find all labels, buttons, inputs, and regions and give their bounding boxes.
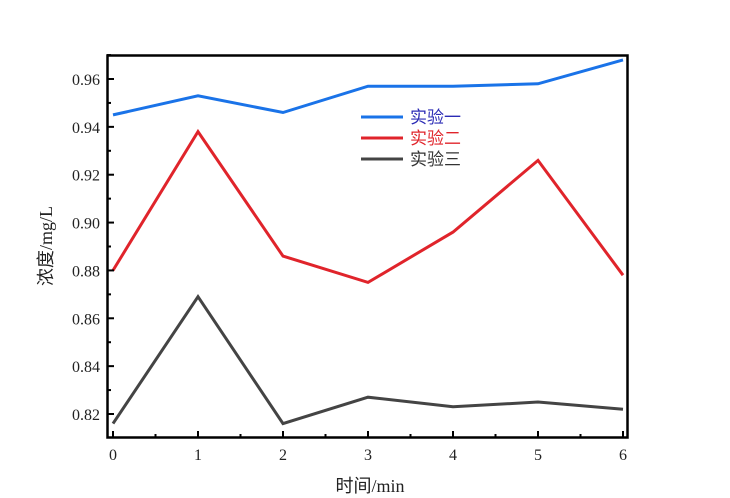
x-axis: 0 1 2 3 4 5 6 <box>109 431 627 464</box>
legend-label-2: 实验二 <box>410 129 461 148</box>
x-tick-label: 4 <box>449 447 457 464</box>
series-line-3 <box>111 294 624 426</box>
series-line-2 <box>111 128 625 285</box>
x-axis-title: 时间/min <box>335 476 404 496</box>
x-tick-label: 2 <box>279 447 287 464</box>
x-tick-label: 5 <box>534 447 542 464</box>
legend-label-1: 实验一 <box>410 108 461 127</box>
x-tick-label: 3 <box>364 447 372 464</box>
y-axis-title: 浓度/mg/L <box>36 206 56 286</box>
y-tick-label: 0.90 <box>72 216 100 233</box>
y-tick-label: 0.94 <box>72 120 100 137</box>
y-tick-label: 0.92 <box>72 168 100 185</box>
legend-label-3: 实验三 <box>410 150 461 169</box>
y-tick-label: 0.88 <box>72 263 100 280</box>
y-tick-label: 0.96 <box>72 72 100 89</box>
y-axis: 0.82 0.84 0.86 0.88 0.90 0.92 0.94 0.96 <box>72 54 114 424</box>
y-tick-label: 0.84 <box>72 359 100 376</box>
plot-lines <box>111 58 625 426</box>
y-tick-label: 0.86 <box>72 311 100 328</box>
y-tick-label: 0.82 <box>72 407 100 424</box>
plot-frame <box>106 54 629 439</box>
x-tick-label: 1 <box>194 447 202 464</box>
x-tick-label: 0 <box>109 447 117 464</box>
legend: 实验一 实验二 实验三 <box>361 108 461 169</box>
x-tick-label: 6 <box>619 447 627 464</box>
series-line-1 <box>112 58 624 117</box>
